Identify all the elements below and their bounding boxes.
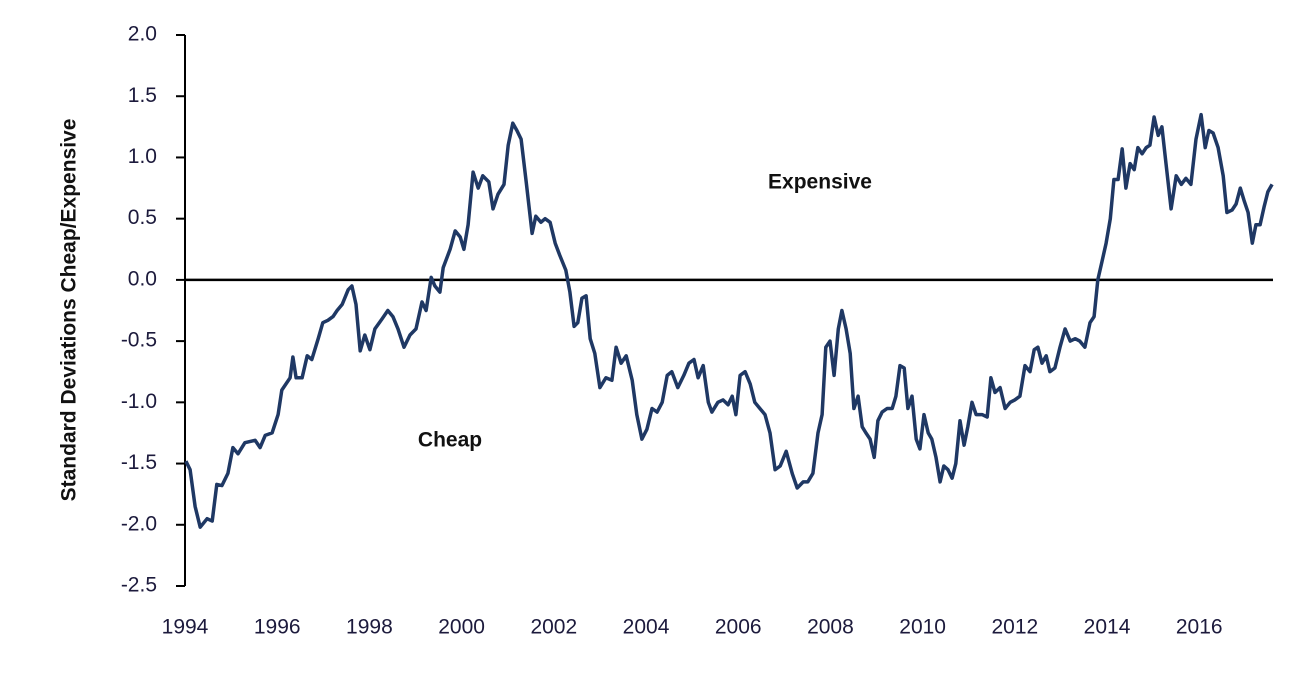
x-tick-label: 2008: [807, 616, 854, 639]
y-tick-label: -0.5: [121, 329, 157, 352]
x-tick-label: 1996: [254, 616, 301, 639]
x-tick-label: 1998: [346, 616, 393, 639]
x-tick-label: 2004: [623, 616, 670, 639]
y-tick-label: -1.0: [121, 390, 157, 413]
x-tick-label: 2006: [715, 616, 762, 639]
y-tick-label: -2.0: [121, 512, 157, 535]
y-tick-label: 0.5: [128, 206, 157, 229]
y-tick-label: 0.0: [128, 267, 157, 290]
x-tick-label: 2002: [530, 616, 577, 639]
x-tick-label: 2014: [1084, 616, 1131, 639]
y-tick-label: -2.5: [121, 574, 157, 597]
annotation: Expensive: [768, 171, 872, 194]
x-tick-label: 2010: [899, 616, 946, 639]
y-tick-label: 2.0: [128, 23, 157, 46]
annotation: Cheap: [418, 429, 482, 452]
y-tick-label: -1.5: [121, 451, 157, 474]
x-tick-label: 2000: [438, 616, 485, 639]
data-line: [184, 112, 1274, 529]
y-axis-label: Standard Deviations Cheap/Expensive: [58, 119, 81, 502]
y-tick-label: 1.5: [128, 84, 157, 107]
y-tick-label: 1.0: [128, 145, 157, 168]
x-tick-label: 1994: [162, 616, 209, 639]
x-tick-label: 2016: [1176, 616, 1223, 639]
x-tick-label: 2012: [991, 616, 1038, 639]
